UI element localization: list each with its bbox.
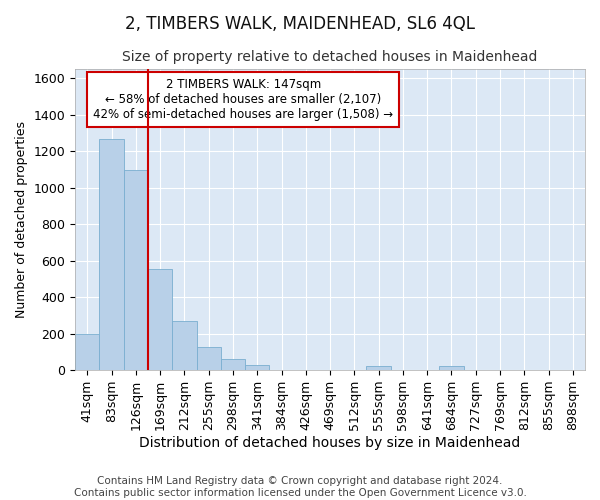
Text: 2, TIMBERS WALK, MAIDENHEAD, SL6 4QL: 2, TIMBERS WALK, MAIDENHEAD, SL6 4QL [125,15,475,33]
Bar [197,348,221,370]
X-axis label: Distribution of detached houses by size in Maidenhead: Distribution of detached houses by size … [139,436,521,450]
Bar [172,321,197,370]
Title: Size of property relative to detached houses in Maidenhead: Size of property relative to detached ho… [122,50,538,64]
Bar [367,366,391,370]
Bar [75,334,100,370]
Bar [124,170,148,370]
Bar [221,359,245,370]
Text: Contains HM Land Registry data © Crown copyright and database right 2024.
Contai: Contains HM Land Registry data © Crown c… [74,476,526,498]
Y-axis label: Number of detached properties: Number of detached properties [15,121,28,318]
Bar [148,269,172,370]
Bar [100,138,124,370]
Bar [245,364,269,370]
Text: 2 TIMBERS WALK: 147sqm
← 58% of detached houses are smaller (2,107)
42% of semi-: 2 TIMBERS WALK: 147sqm ← 58% of detached… [94,78,394,122]
Bar [439,366,464,370]
